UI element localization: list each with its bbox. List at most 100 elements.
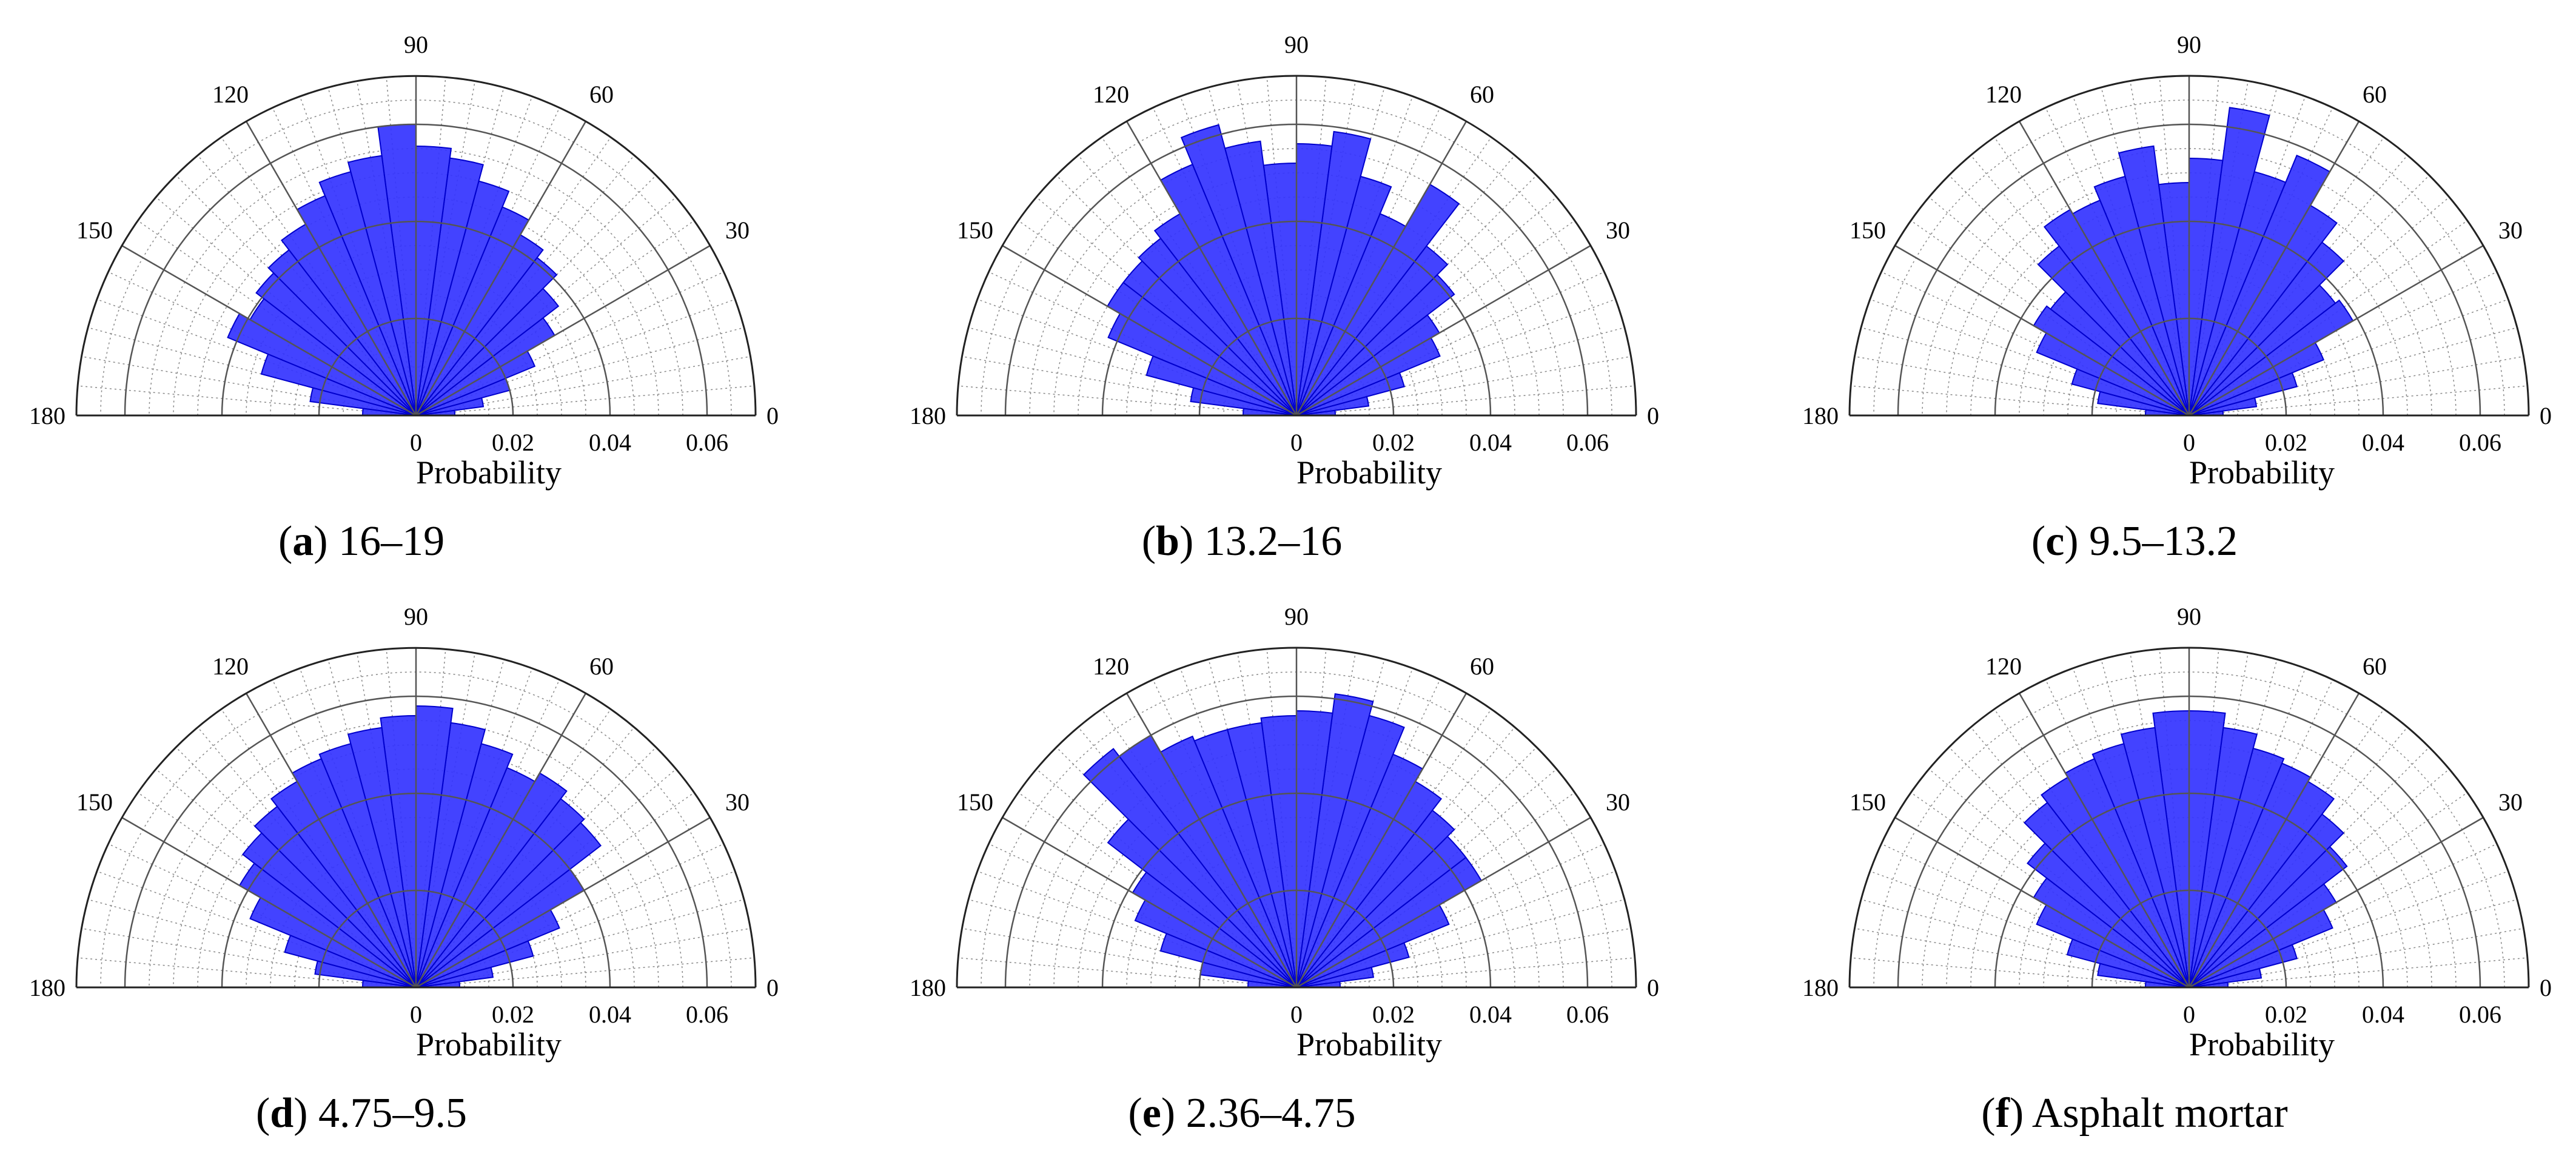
minor-grid-spoke bbox=[78, 385, 417, 416]
histogram-bar bbox=[318, 742, 417, 988]
angle-label: 180 bbox=[910, 974, 946, 1001]
histogram-bars bbox=[1106, 124, 1460, 416]
minor-grid-spoke bbox=[197, 727, 417, 988]
radial-tick-label: 0.04 bbox=[2362, 429, 2404, 456]
caption-text: 9.5–13.2 bbox=[2089, 518, 2238, 565]
minor-grid-spoke bbox=[2189, 356, 2524, 416]
caption-paren-open: ( bbox=[1128, 1090, 1142, 1137]
minor-grid-spoke bbox=[1970, 155, 2190, 416]
angle-label: 90 bbox=[2177, 603, 2201, 630]
minor-grid-spoke bbox=[415, 155, 635, 416]
angle-labels: 0 30 60 90 120 150 180 bbox=[910, 603, 1659, 1001]
minor-grid-spoke bbox=[1296, 727, 1515, 988]
caption-text: Asphalt mortar bbox=[2032, 1090, 2288, 1137]
major-grid-spoke bbox=[1894, 244, 2190, 417]
angle-label: 0 bbox=[1647, 402, 1659, 429]
minor-grid-circle bbox=[2019, 817, 2360, 988]
histogram-bar bbox=[1190, 387, 1297, 416]
histogram-bar bbox=[2024, 801, 2190, 988]
radial-tick-labels: 0 0.02 0.04 0.06 bbox=[410, 1001, 728, 1028]
caption-paren-close: ) bbox=[1161, 1090, 1186, 1137]
angle-label: 30 bbox=[2498, 217, 2523, 244]
minor-grid-spoke bbox=[1296, 843, 1605, 988]
panel-caption: (a) 16–19 bbox=[278, 518, 444, 565]
major-grid bbox=[1002, 648, 1591, 989]
histogram-bar bbox=[1145, 355, 1297, 416]
minor-grid-spoke bbox=[2189, 107, 2333, 416]
angle-label: 0 bbox=[766, 974, 779, 1001]
minor-grid-spoke bbox=[2130, 81, 2190, 416]
minor-grid-spoke bbox=[1296, 107, 1441, 416]
axis-title: Probability bbox=[416, 454, 562, 491]
caption-text: 16–19 bbox=[338, 518, 444, 565]
minor-grid-circle bbox=[1126, 245, 1467, 416]
minor-grid-circle bbox=[1970, 768, 2408, 988]
minor-grid-spoke bbox=[2045, 679, 2190, 988]
minor-grid-spoke bbox=[272, 679, 417, 988]
radial-tick-label: 0.06 bbox=[686, 1001, 728, 1028]
radial-tick-label: 0 bbox=[1290, 1001, 1303, 1028]
axis-title: Probability bbox=[1296, 454, 1442, 491]
minor-grid-spoke bbox=[1296, 768, 1557, 988]
major-grid-spoke bbox=[1296, 244, 1591, 417]
angle-label: 60 bbox=[2363, 653, 2387, 680]
angle-label: 180 bbox=[29, 974, 65, 1001]
major-grid-spoke bbox=[2018, 693, 2190, 988]
minor-grid-spoke bbox=[1881, 843, 2190, 988]
panel-caption: (d) 4.75–9.5 bbox=[256, 1090, 467, 1137]
minor-grid-spoke bbox=[962, 928, 1297, 988]
angle-label: 30 bbox=[2498, 788, 2523, 816]
axis-title: Probability bbox=[2189, 454, 2335, 491]
minor-grid-spoke bbox=[155, 197, 417, 416]
minor-grid-spoke bbox=[1078, 155, 1297, 416]
histogram-bar bbox=[2037, 245, 2190, 416]
histogram-bar bbox=[1138, 237, 1297, 416]
histogram-bar bbox=[1296, 130, 1372, 416]
angle-label: 60 bbox=[1470, 653, 1494, 680]
minor-grid-spoke bbox=[415, 768, 677, 988]
minor-grid-spoke bbox=[1851, 957, 2190, 988]
caption-text: 4.75–9.5 bbox=[318, 1090, 467, 1137]
minor-grid-spoke bbox=[2189, 928, 2524, 988]
outer-arc bbox=[1848, 75, 2530, 416]
minor-grid-spoke bbox=[108, 271, 417, 416]
histogram-bar bbox=[2097, 963, 2190, 988]
caption-paren-close: ) bbox=[2064, 518, 2089, 565]
minor-grid-spoke bbox=[962, 356, 1297, 416]
minor-grid-spoke bbox=[1970, 727, 2190, 988]
minor-grid-spoke bbox=[78, 957, 417, 988]
outer-arc bbox=[75, 647, 757, 988]
angle-labels: 0 30 60 90 120 150 180 bbox=[1802, 31, 2552, 429]
caption-paren-close: ) bbox=[293, 1090, 318, 1137]
histogram-bars bbox=[2033, 107, 2354, 416]
histogram-bar bbox=[241, 832, 417, 988]
angle-labels: 0 30 60 90 120 150 180 bbox=[910, 31, 1659, 429]
angle-label: 120 bbox=[1093, 81, 1129, 108]
angle-label: 60 bbox=[589, 653, 614, 680]
angle-label: 150 bbox=[76, 217, 113, 244]
minor-grid-circle bbox=[1078, 197, 1515, 416]
minor-grid-spoke bbox=[415, 81, 475, 416]
minor-grid-spoke bbox=[977, 870, 1297, 988]
caption-letter: d bbox=[270, 1090, 293, 1137]
minor-grid-spoke bbox=[108, 843, 417, 988]
minor-grid-spoke bbox=[1854, 356, 2190, 416]
polar-panel-b: 0 30 60 90 120 150 180 0 0.02 0.04 0.06 Probability… bbox=[910, 31, 1659, 565]
minor-grid-spoke bbox=[2189, 197, 2450, 416]
minor-grid-spoke bbox=[1854, 928, 2190, 988]
angle-label: 120 bbox=[212, 653, 249, 680]
caption-paren-open: ( bbox=[278, 518, 292, 565]
major-grid-spoke bbox=[1002, 816, 1297, 989]
minor-grid-spoke bbox=[2189, 768, 2450, 988]
minor-grid-spoke bbox=[415, 385, 754, 416]
caption-text: 13.2–16 bbox=[1204, 518, 1343, 565]
minor-grid-spoke bbox=[1296, 899, 1625, 988]
minor-grid-spoke bbox=[1851, 385, 2190, 416]
minor-grid-spoke bbox=[415, 653, 475, 988]
major-grid-spoke bbox=[2189, 816, 2484, 989]
major-grid bbox=[121, 648, 711, 989]
caption-paren-close: ) bbox=[314, 518, 338, 565]
angle-label: 0 bbox=[2540, 402, 2552, 429]
caption-paren-close: ) bbox=[2010, 1090, 2032, 1137]
caption-paren-open: ( bbox=[1981, 1090, 1995, 1137]
